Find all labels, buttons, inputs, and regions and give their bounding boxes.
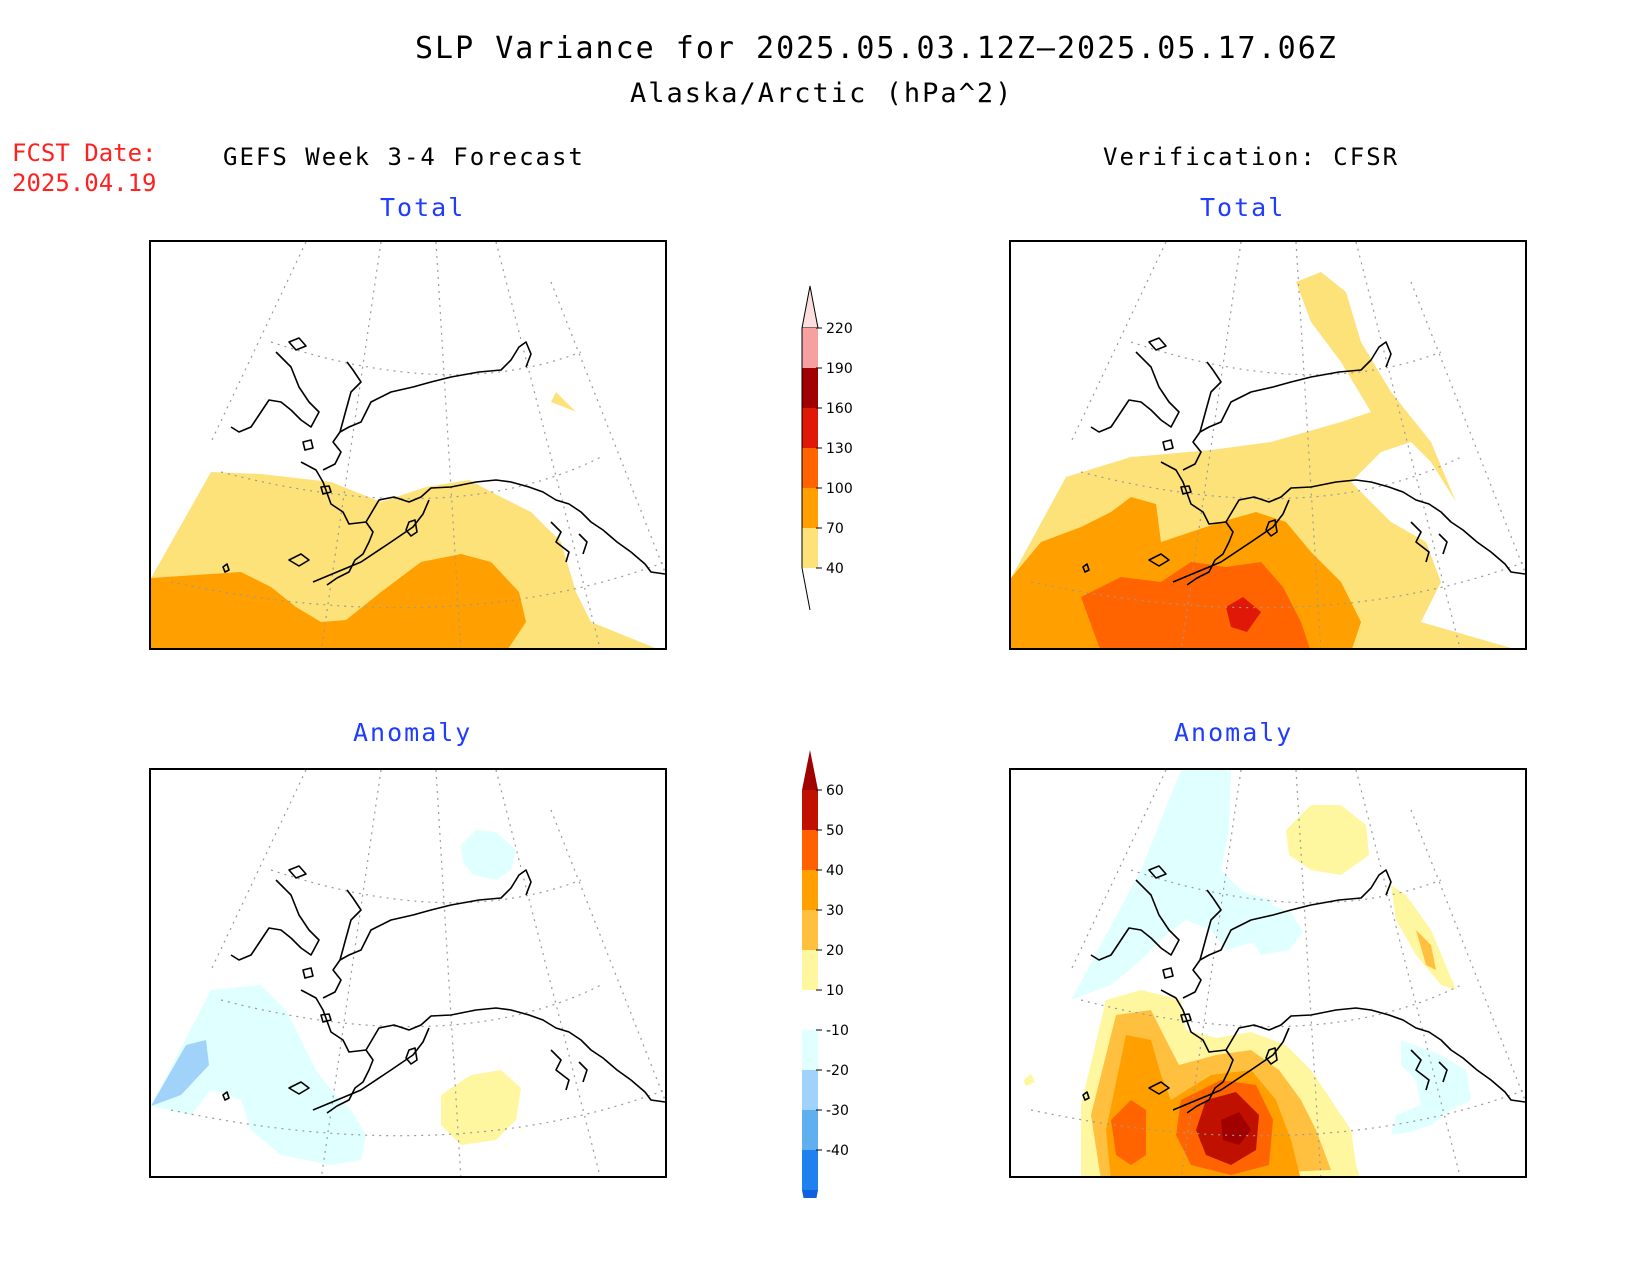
anomaly-minus10-minus20 [151,985,366,1165]
colorbar-anomaly-box [802,1030,818,1070]
panel-title-verification-anomaly: Anomaly [1174,718,1294,747]
anomaly-40-50-south [1111,1100,1146,1165]
colorbar-anomaly-box [802,1110,818,1150]
fcst-date-label: FCST Date: [12,139,157,167]
colorbar-total-tick-label: 70 [826,521,844,537]
colorbar-total-tick-label: 160 [826,401,853,417]
colorbar-anomaly-tick-label: 10 [826,983,844,999]
colorbar-anomaly-bottom-tip [802,1190,818,1198]
colorbar-total-bottom-tip [801,567,811,610]
anomaly-minus10-minus20-center [1243,905,1303,955]
contour-70-100 [151,554,526,648]
colorbar-anomaly-box [802,990,818,1030]
colorbar-anomaly-box [802,910,818,950]
colorbar-total-tick-label: 40 [826,561,844,577]
panel-title-forecast-anomaly: Anomaly [353,718,473,747]
colorbar-total-box [802,368,818,408]
colorbar-total-tick-label: 190 [826,361,853,377]
map-forecast-total [149,240,667,650]
colorbar-anomaly: 60 50 40 30 20 10 -10 -20 -30 -40 [802,750,849,1198]
contour-100-130 [1081,562,1311,648]
anomaly-over-60-core [1221,1112,1251,1145]
anomaly-minus10-minus20-west [1071,770,1273,1000]
figure-subtitle: Alaska/Arctic (hPa^2) [630,78,1014,109]
colorbar-anomaly-box [802,830,818,870]
colorbar-total-tick-label: 220 [826,321,853,337]
colorbar-total: 220 190 160 130 100 70 40 [801,285,853,610]
colorbar-anomaly-tick-label: -40 [826,1143,849,1159]
colorbar-anomaly-box [802,1150,818,1190]
anomaly-minus10-minus20-east [1391,1040,1471,1135]
colorbar-total-box [802,408,818,448]
colorbar-total-tick-label: 130 [826,441,853,457]
colorbar-anomaly-tick-label: 40 [826,863,844,879]
colorbar-anomaly-tick-label: -10 [826,1023,849,1039]
colorbar-total-box [802,328,818,368]
anomaly-minus20-minus30 [151,1040,209,1106]
anomaly-20-30-east [1416,930,1436,970]
colorbar-total-box [802,488,818,528]
map-verification-anomaly [1009,768,1527,1178]
anomaly-10-20-north [1286,805,1369,875]
colorbar-anomaly-tick-label: 30 [826,903,844,919]
colorbar-anomaly-box [802,950,818,990]
verification-header: Verification: CFSR [1103,143,1400,171]
anomaly-10-20-west-spot [1023,1074,1035,1086]
anomaly-10-20 [441,1070,521,1145]
colorbar-anomaly-tick-label: 60 [826,783,844,799]
map-verification-total [1009,240,1527,650]
contour-130-160 [1226,597,1261,632]
anomaly-minus10-minus20-north [461,830,516,880]
colorbar-total-box [802,528,818,568]
fcst-date-value: 2025.04.19 [12,169,157,197]
colorbar-anomaly-tick-label: 20 [826,943,844,959]
figure-title: SLP Variance for 2025.05.03.12Z—2025.05.… [415,31,1338,66]
panel-title-verification-total: Total [1200,193,1286,222]
colorbar-anomaly-box [802,1070,818,1110]
colorbar-total-top-tip [801,285,819,329]
map-forecast-anomaly [149,768,667,1178]
colorbar-anomaly-tick-label: -30 [826,1103,849,1119]
colorbar-anomaly-box [802,870,818,910]
colorbar-anomaly-top-tip [802,750,818,790]
contour-40-70-east [551,392,576,412]
colorbar-anomaly-tick-label: 50 [826,823,844,839]
panel-title-forecast-total: Total [380,193,466,222]
colorbar-total-tick-label: 100 [826,481,853,497]
colorbar-anomaly-tick-label: -20 [826,1063,849,1079]
colorbar-anomaly-box [802,790,818,830]
forecast-header: GEFS Week 3-4 Forecast [223,143,585,171]
colorbar-total-box [802,448,818,488]
